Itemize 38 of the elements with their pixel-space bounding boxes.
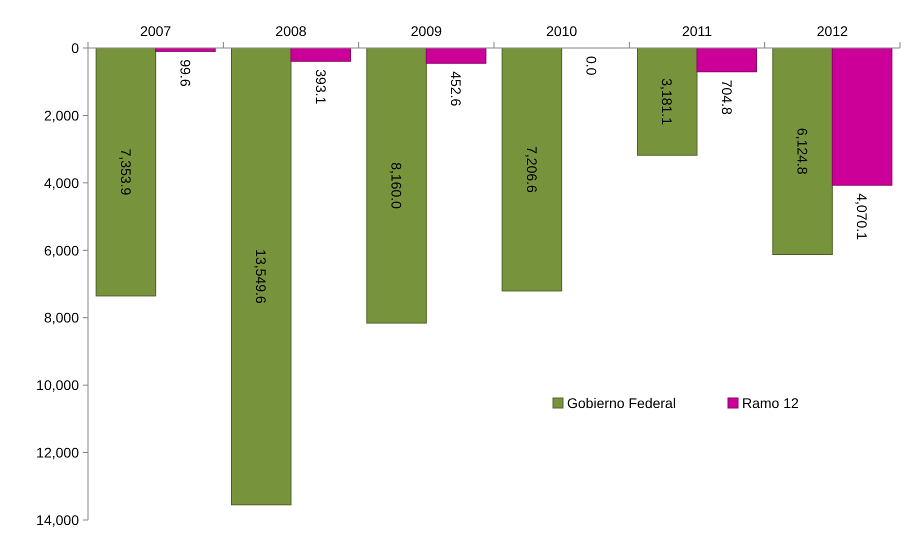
x-tick-label: 2008 (275, 23, 307, 39)
bar (96, 48, 156, 296)
text: 3,181.1 (659, 78, 676, 125)
text: 13,549.6 (253, 249, 270, 304)
bar (230, 48, 292, 506)
y-tick-label: 0 (71, 40, 80, 56)
x-tick-label: 2010 (546, 23, 578, 39)
text: 393.1 (312, 69, 329, 104)
bar (290, 48, 352, 62)
bar (502, 48, 562, 292)
legend-label: Ramo 12 (742, 395, 800, 411)
text: 7,353.9 (118, 148, 134, 196)
x-tick-label: 2009 (410, 23, 442, 39)
bar (696, 48, 758, 72)
x-tick-label: 2007 (140, 23, 172, 39)
legend-label: Gobierno Federal (567, 395, 676, 411)
text: 7,206.6 (524, 146, 540, 193)
y-tick-label: 8,000 (44, 310, 80, 326)
bar (832, 48, 892, 186)
text: 0.0 (583, 56, 600, 76)
y-tick-label: 4,000 (44, 174, 80, 191)
text: 8,160.0 (388, 162, 405, 209)
bar (426, 48, 486, 64)
text: 452.6 (448, 71, 464, 106)
x-tick-label: 2012 (816, 23, 848, 39)
text: 99.6 (177, 59, 194, 87)
y-tick-label: 6,000 (44, 242, 80, 258)
y-tick-label: 10,000 (36, 377, 80, 394)
bar (636, 48, 698, 156)
text: 4,070.1 (854, 193, 870, 240)
x-tick-label: 2011 (682, 23, 712, 39)
y-tick-label: 14,000 (36, 512, 80, 528)
y-tick-label: 2,000 (44, 107, 80, 124)
y-tick-label: 12,000 (36, 444, 80, 461)
text: 6,124.8 (794, 128, 811, 175)
bar (366, 48, 427, 324)
bar (772, 48, 833, 255)
text: 704.8 (718, 80, 735, 115)
